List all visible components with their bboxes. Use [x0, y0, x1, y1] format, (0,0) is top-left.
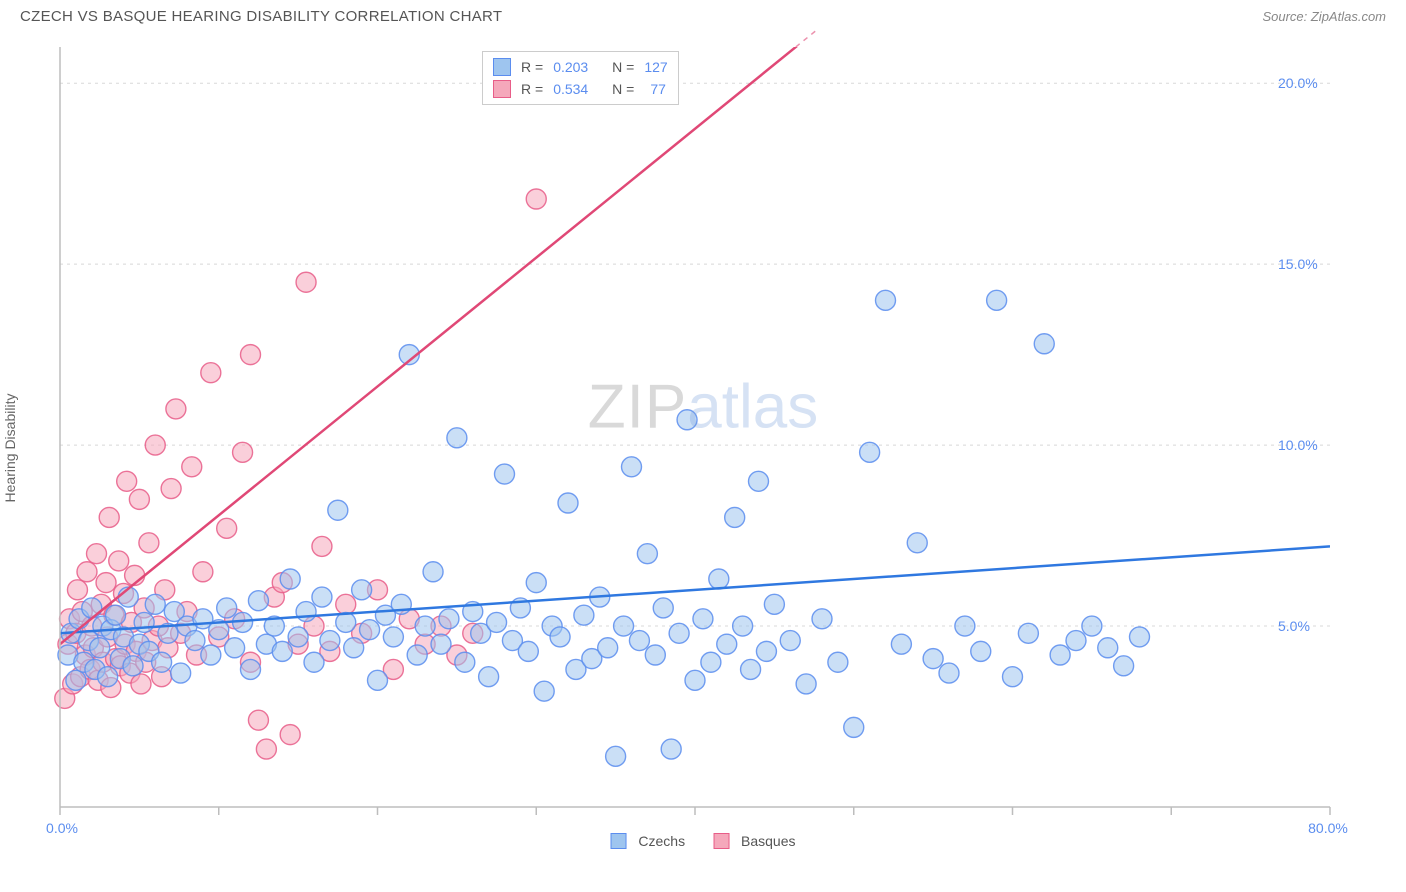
chart-container: Hearing Disability 5.0%10.0%15.0%20.0%0.… [20, 29, 1386, 851]
n-value-czechs: 127 [644, 59, 667, 75]
svg-text:10.0%: 10.0% [1278, 437, 1318, 453]
source-attribution: Source: ZipAtlas.com [1262, 9, 1386, 24]
legend-item-basques: Basques [713, 833, 795, 849]
svg-text:0.0%: 0.0% [46, 820, 78, 836]
swatch-basques-icon [713, 833, 729, 849]
n-value-basques: 77 [644, 81, 666, 97]
svg-text:80.0%: 80.0% [1308, 820, 1348, 836]
legend-label-czechs: Czechs [638, 833, 685, 849]
swatch-czechs-icon [493, 58, 511, 76]
legend-item-czechs: Czechs [611, 833, 686, 849]
r-value-basques: 0.534 [553, 81, 588, 97]
legend-label-basques: Basques [741, 833, 795, 849]
r-label: R = [521, 59, 543, 75]
r-label: R = [521, 81, 543, 97]
y-axis-label: Hearing Disability [2, 394, 18, 503]
svg-text:5.0%: 5.0% [1278, 618, 1310, 634]
scatter-plot-svg: 5.0% 10.0% 15.0% 20.0% 0.0% 80.0% [20, 29, 1386, 851]
swatch-czechs-icon [611, 833, 627, 849]
svg-text:20.0%: 20.0% [1278, 75, 1318, 91]
stats-legend: R = 0.203 N = 127 R = 0.534 N = 77 [482, 51, 679, 105]
svg-text:15.0%: 15.0% [1278, 256, 1318, 272]
n-label: N = [612, 81, 634, 97]
stats-legend-row-czechs: R = 0.203 N = 127 [493, 56, 668, 78]
series-legend: Czechs Basques [611, 833, 796, 849]
swatch-basques-icon [493, 80, 511, 98]
n-label: N = [612, 59, 634, 75]
stats-legend-row-basques: R = 0.534 N = 77 [493, 78, 668, 100]
chart-title: CZECH VS BASQUE HEARING DISABILITY CORRE… [20, 8, 502, 25]
r-value-czechs: 0.203 [553, 59, 588, 75]
